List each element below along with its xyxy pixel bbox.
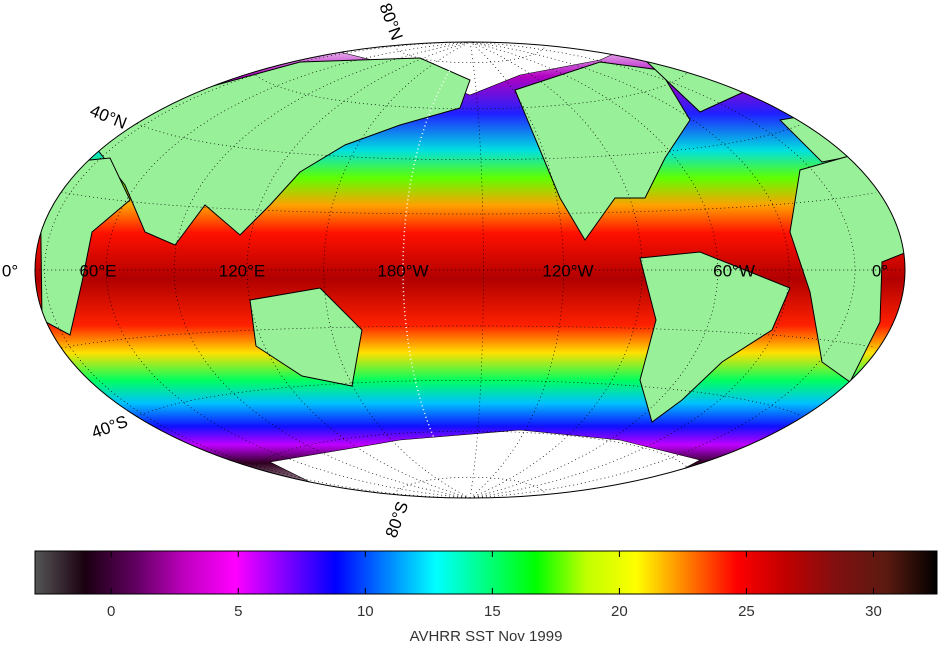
lat-label: 0° <box>2 261 18 280</box>
lat-label: 80°N <box>376 1 407 43</box>
map <box>35 42 905 498</box>
colorbar-tick-label: 5 <box>234 603 242 620</box>
north-america <box>514 61 691 241</box>
graticule <box>35 42 902 498</box>
meridian <box>105 42 471 498</box>
lon-label: 60°E <box>79 261 116 280</box>
colorbar-tick-label: 0 <box>107 603 115 620</box>
lon-label: 120°E <box>219 261 266 280</box>
colorbar-tick-label: 15 <box>484 603 501 620</box>
parallel <box>61 191 876 215</box>
lat-label: 80°S <box>382 499 413 540</box>
colorbar-label: AVHRR SST Nov 1999 <box>410 628 563 645</box>
south-america <box>639 251 791 423</box>
colorbar-tick-label: 10 <box>357 603 374 620</box>
map-frame <box>34 41 906 499</box>
australia <box>249 287 363 387</box>
colorbar: AVHRR SST Nov 1999 0 5 10 15 20 25 30 <box>34 550 938 645</box>
meridian <box>246 42 471 498</box>
lon-label: 60°W <box>713 261 755 280</box>
meridian <box>469 42 643 498</box>
lon-label: 0° <box>872 261 888 280</box>
meridian <box>469 42 856 498</box>
colorbar-tick-label: 30 <box>865 603 882 620</box>
parallel <box>394 476 546 495</box>
colorbar-tick-label: 20 <box>611 603 628 620</box>
lon-label: 180°W <box>377 261 428 280</box>
meridian <box>402 42 471 498</box>
parallel <box>394 45 546 64</box>
colorbar-gradient <box>34 550 938 595</box>
lon-label: 120°W <box>542 261 593 280</box>
lat-label: 40°S <box>89 412 130 443</box>
colorbar-tick-label: 25 <box>738 603 755 620</box>
parallel <box>61 325 876 349</box>
lat-label: 40°N <box>87 101 129 133</box>
meridian <box>469 42 484 498</box>
